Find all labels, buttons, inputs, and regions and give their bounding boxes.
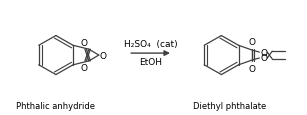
Text: H₂SO₄  (cat): H₂SO₄ (cat) bbox=[124, 39, 177, 48]
Text: O: O bbox=[80, 63, 87, 72]
Text: O: O bbox=[249, 64, 256, 73]
Text: O: O bbox=[260, 54, 267, 63]
Text: O: O bbox=[100, 51, 107, 60]
Text: EtOH: EtOH bbox=[139, 58, 162, 67]
Text: O: O bbox=[249, 38, 256, 47]
Text: Diethyl phthalate: Diethyl phthalate bbox=[193, 101, 266, 110]
Text: O: O bbox=[260, 48, 267, 57]
Text: Phthalic anhydride: Phthalic anhydride bbox=[16, 101, 95, 110]
Text: O: O bbox=[80, 39, 87, 48]
